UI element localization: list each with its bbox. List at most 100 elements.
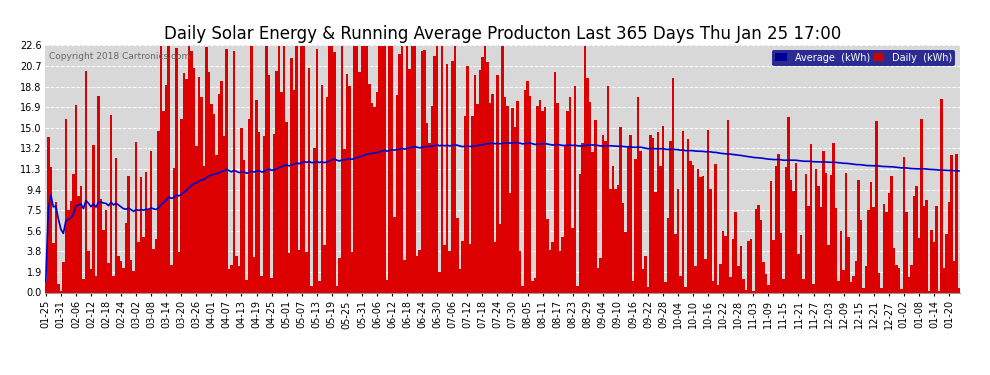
Bar xyxy=(370,103,373,292)
Bar xyxy=(341,46,344,292)
Bar xyxy=(594,120,597,292)
Bar xyxy=(198,77,200,292)
Bar xyxy=(544,106,546,292)
Bar xyxy=(187,46,190,292)
Bar xyxy=(260,276,262,292)
Bar xyxy=(586,78,589,292)
Bar xyxy=(215,155,218,292)
Bar xyxy=(441,46,444,292)
Bar xyxy=(348,86,350,292)
Bar xyxy=(233,51,236,292)
Bar xyxy=(511,108,514,292)
Bar xyxy=(584,46,586,292)
Bar xyxy=(208,72,210,292)
Bar xyxy=(388,46,391,292)
Bar xyxy=(339,258,341,292)
Bar xyxy=(617,184,619,292)
Bar xyxy=(157,131,160,292)
Bar xyxy=(125,223,128,292)
Bar xyxy=(458,269,461,292)
Bar xyxy=(569,97,571,292)
Bar xyxy=(931,230,933,292)
Bar xyxy=(926,200,928,292)
Bar xyxy=(120,261,123,292)
Bar xyxy=(870,182,872,292)
Bar xyxy=(651,138,654,292)
Bar xyxy=(862,288,865,292)
Bar xyxy=(571,228,574,292)
Bar xyxy=(85,70,87,292)
Bar xyxy=(130,261,133,292)
Bar xyxy=(795,163,797,292)
Bar xyxy=(815,169,818,292)
Bar xyxy=(777,154,780,292)
Bar xyxy=(87,251,90,292)
Bar xyxy=(514,127,516,292)
Bar xyxy=(710,189,712,292)
Bar xyxy=(903,156,905,292)
Bar xyxy=(918,238,920,292)
Bar xyxy=(391,46,393,292)
Bar xyxy=(446,64,448,292)
Bar xyxy=(333,52,336,292)
Bar xyxy=(635,159,637,292)
Bar xyxy=(669,141,672,292)
Bar xyxy=(857,180,860,292)
Bar xyxy=(522,286,524,292)
Bar xyxy=(529,96,532,292)
Bar xyxy=(97,96,100,292)
Bar xyxy=(740,246,742,292)
Bar xyxy=(326,97,328,292)
Bar xyxy=(774,166,777,292)
Bar xyxy=(534,278,537,292)
Bar xyxy=(148,210,149,292)
Bar xyxy=(952,261,955,292)
Bar xyxy=(200,97,203,292)
Bar xyxy=(135,142,138,292)
Bar xyxy=(835,208,838,292)
Bar xyxy=(280,92,283,292)
Bar xyxy=(656,132,659,292)
Bar xyxy=(910,265,913,292)
Bar xyxy=(561,237,564,292)
Bar xyxy=(471,116,473,292)
Bar xyxy=(489,102,491,292)
Text: Copyright 2018 Cartronics.com: Copyright 2018 Cartronics.com xyxy=(50,53,190,62)
Bar xyxy=(637,97,640,292)
Title: Daily Solar Energy & Running Average Producton Last 365 Days Thu Jan 25 17:00: Daily Solar Energy & Running Average Pro… xyxy=(163,26,842,44)
Bar xyxy=(448,251,451,292)
Bar xyxy=(293,90,295,292)
Bar xyxy=(429,143,431,292)
Bar xyxy=(486,62,489,292)
Bar xyxy=(882,204,885,292)
Bar xyxy=(416,256,419,292)
Bar xyxy=(138,242,140,292)
Bar xyxy=(123,268,125,292)
Bar xyxy=(880,288,882,292)
Bar xyxy=(246,280,248,292)
Bar xyxy=(627,147,629,292)
Bar xyxy=(295,46,298,292)
Bar xyxy=(942,268,945,292)
Bar xyxy=(491,94,494,292)
Bar xyxy=(527,81,529,292)
Bar xyxy=(278,46,280,292)
Bar xyxy=(434,56,436,292)
Bar xyxy=(524,90,527,292)
Bar xyxy=(867,210,870,292)
Bar xyxy=(644,256,646,292)
Bar xyxy=(707,130,710,292)
Bar xyxy=(318,281,321,292)
Bar xyxy=(551,242,553,292)
Bar xyxy=(439,272,441,292)
Bar xyxy=(591,152,594,292)
Bar xyxy=(180,118,182,292)
Bar xyxy=(262,136,265,292)
Bar xyxy=(328,46,331,292)
Bar xyxy=(712,281,715,292)
Bar xyxy=(421,51,424,292)
Bar xyxy=(426,123,429,292)
Bar xyxy=(747,241,749,292)
Bar xyxy=(737,266,740,292)
Bar xyxy=(905,211,908,292)
